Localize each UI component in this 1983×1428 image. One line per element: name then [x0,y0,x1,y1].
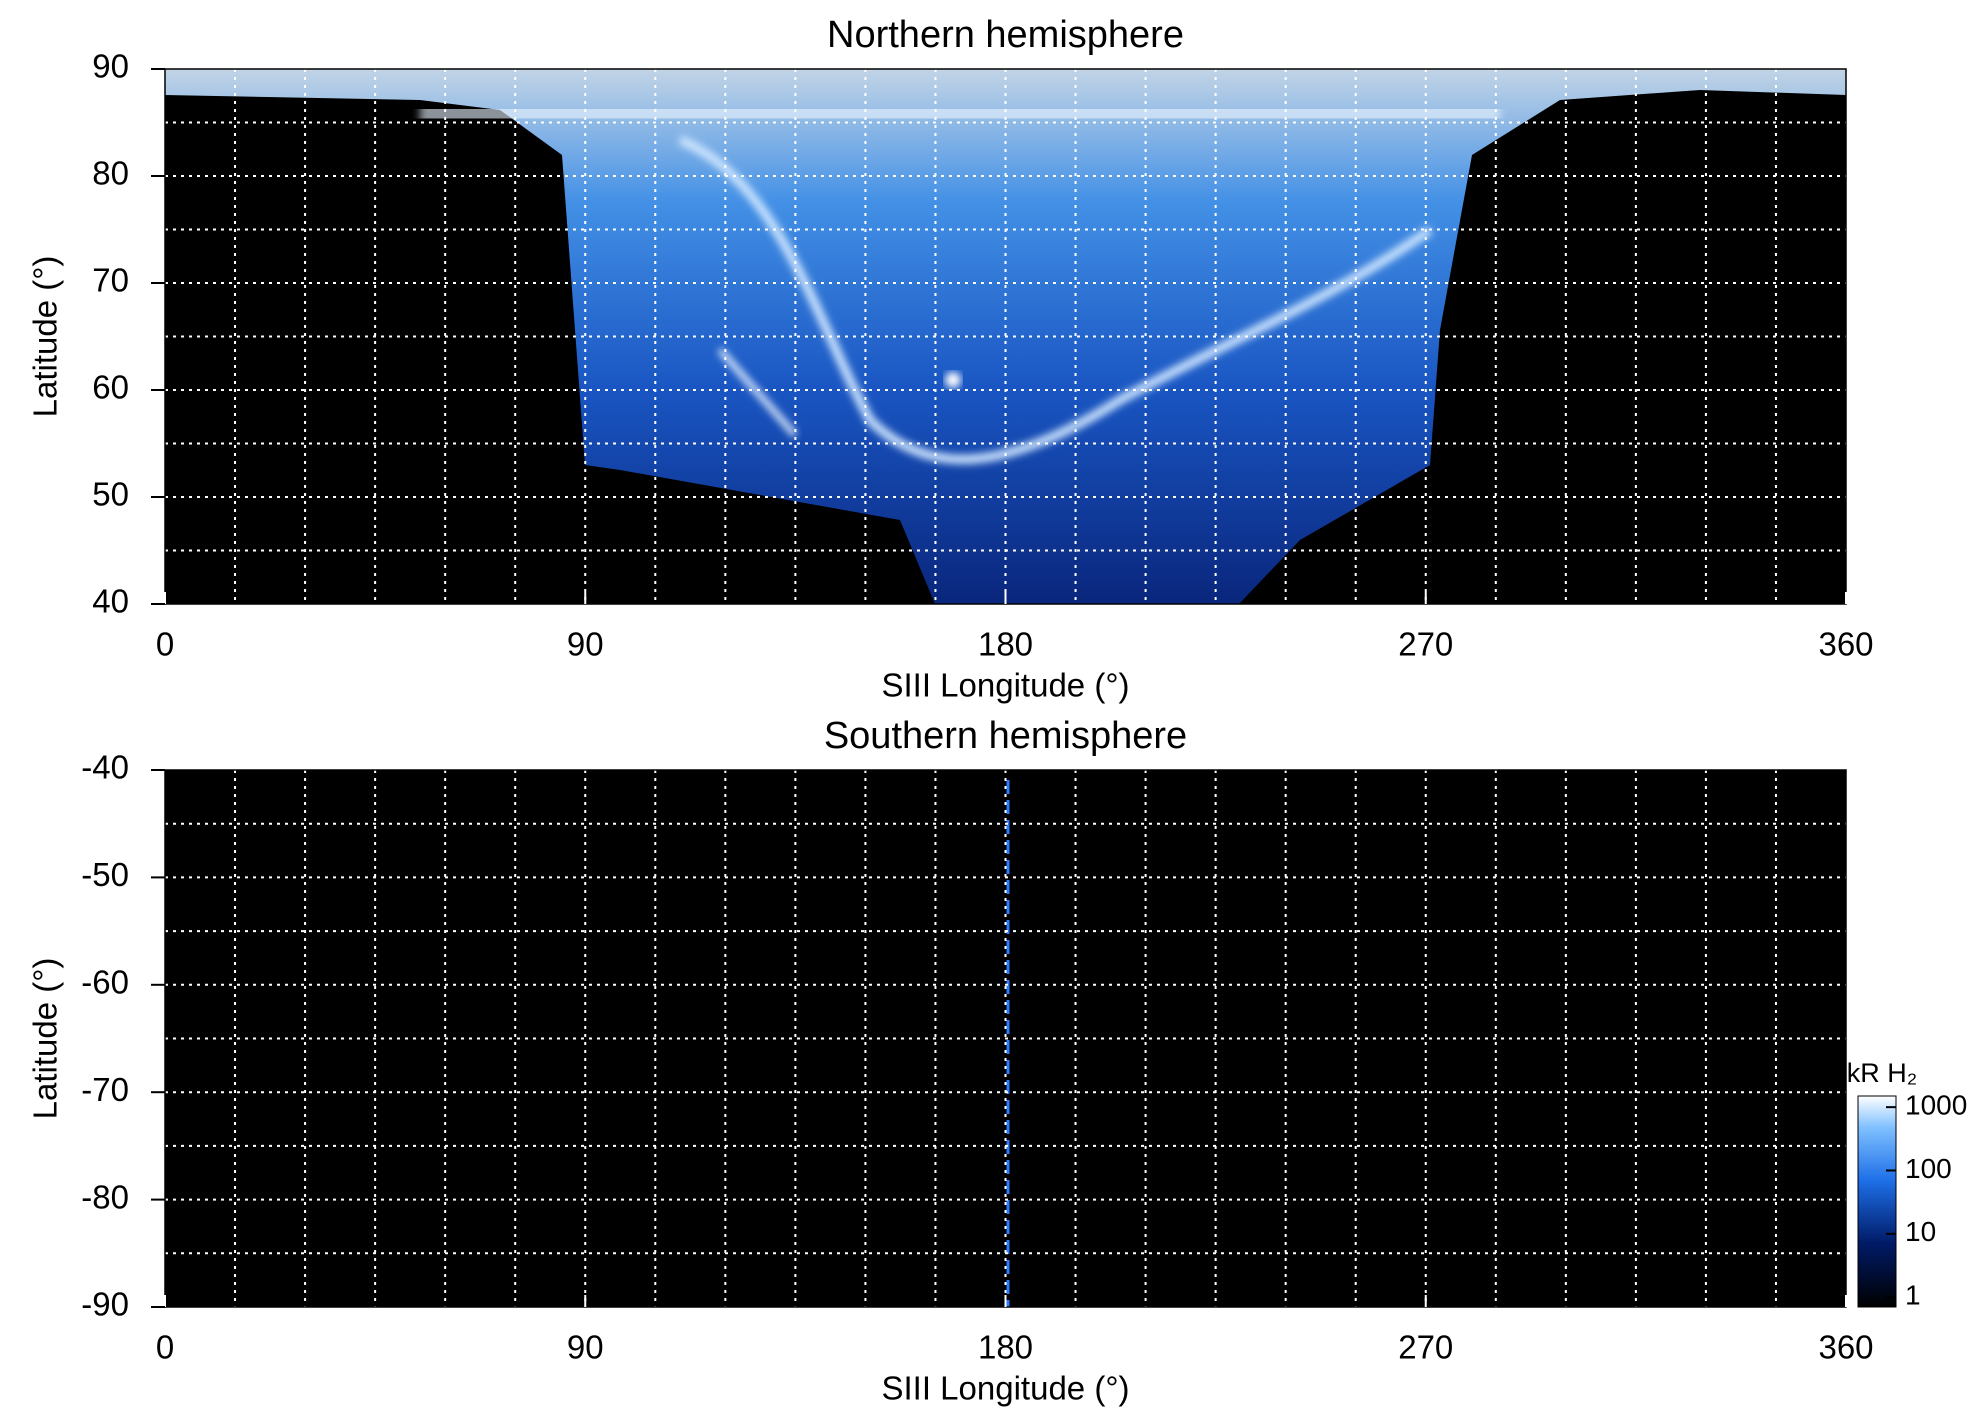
x-tick-label: 360 [1818,1329,1873,1366]
y-tick-label: -90 [81,1286,129,1323]
y-tick-label: 50 [92,476,129,513]
y-tick-label: 70 [92,262,129,299]
colorbar-tick-label: 1000 [1905,1090,1967,1121]
y-axis-label: Latitude (°) [27,958,64,1120]
y-axis-label: Latitude (°) [27,256,64,418]
colorbar-tick-label: 10 [1905,1216,1936,1247]
colorbar [1857,1095,1897,1308]
colorbar-tick-label: 100 [1905,1153,1952,1184]
x-axis-label: SIII Longitude (°) [882,1370,1130,1407]
y-tick-label: 40 [92,583,129,620]
y-tick-label: -50 [81,856,129,893]
x-tick-label: 90 [567,1329,604,1366]
y-tick-label: 90 [92,48,129,85]
colorbar-label: kR H₂ [1847,1058,1917,1088]
y-tick-label: 80 [92,155,129,192]
x-axis-label: SIII Longitude (°) [882,667,1130,704]
colorbar-tick-label: 1 [1905,1280,1921,1311]
x-tick-label: 90 [567,626,604,663]
panel-title: Southern hemisphere [824,715,1187,757]
x-tick-label: 270 [1398,626,1453,663]
x-tick-label: 180 [978,626,1033,663]
x-tick-label: 360 [1818,626,1873,663]
x-tick-label: 0 [156,1329,174,1366]
y-tick-label: -80 [81,1178,129,1215]
y-tick-label: 60 [92,369,129,406]
y-tick-label: -70 [81,1071,129,1108]
y-tick-label: -40 [81,749,129,786]
panel-title: Northern hemisphere [827,14,1184,56]
x-tick-label: 180 [978,1329,1033,1366]
x-tick-label: 0 [156,626,174,663]
y-tick-label: -60 [81,964,129,1001]
x-tick-label: 270 [1398,1329,1453,1366]
